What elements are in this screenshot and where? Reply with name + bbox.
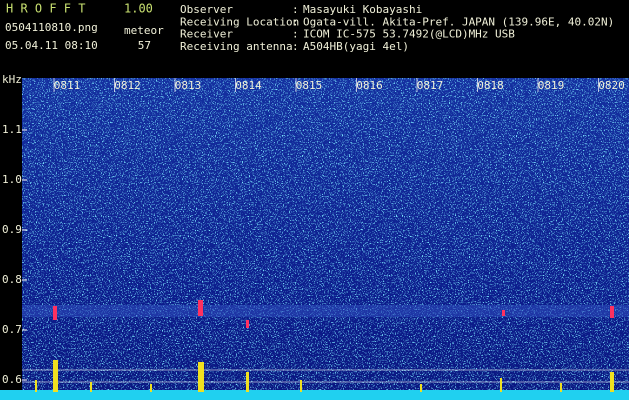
meteor-label: meteor	[124, 24, 164, 37]
y-label: 0.6	[2, 373, 22, 386]
info-label: Observer	[180, 3, 233, 16]
info-label: Receiving antenna	[180, 40, 293, 53]
x-label: 0818	[477, 79, 504, 92]
x-label: 0815	[296, 79, 323, 92]
info-separator: :	[292, 40, 299, 53]
y-label: 1.1	[2, 123, 22, 136]
info-separator: :	[292, 15, 299, 28]
meteor-spikes	[35, 360, 614, 392]
x-label: 0813	[175, 79, 202, 92]
meteor-echoes	[53, 300, 614, 328]
signal-band	[22, 305, 629, 317]
spectrogram-noise	[22, 78, 629, 400]
info-separator: :	[292, 28, 299, 41]
datetime: 05.04.11 08:10	[5, 39, 98, 52]
y-label: 0.9	[2, 223, 22, 236]
info-label: Receiving Location	[180, 15, 299, 28]
axis-unit: kHz	[2, 73, 22, 86]
x-label: 0811	[54, 79, 81, 92]
info-value: Masayuki Kobayashi	[303, 3, 422, 16]
x-label: 0816	[356, 79, 383, 92]
app-name: H R O F F T	[6, 2, 85, 16]
x-label: 0817	[417, 79, 444, 92]
baseline-band	[0, 390, 629, 400]
info-label: Receiver	[180, 28, 233, 41]
filename: 0504110810.png	[5, 21, 98, 34]
x-label: 0814	[235, 79, 262, 92]
x-label: 0819	[538, 79, 565, 92]
y-label: 0.7	[2, 323, 22, 336]
y-label: 1.0	[2, 173, 22, 186]
info-value: Ogata-vill. Akita-Pref. JAPAN (139.96E, …	[303, 15, 614, 28]
info-value: A504HB(yagi 4el)	[303, 40, 409, 53]
app-version: 1.00	[124, 2, 153, 16]
x-label: 0820	[598, 79, 625, 92]
header-bg	[0, 0, 629, 78]
info-separator: :	[292, 3, 299, 16]
info-value: ICOM IC-575 53.7492(@LCD)MHz USB	[303, 28, 515, 41]
y-label: 0.8	[2, 273, 22, 286]
meteor-count: 57	[138, 39, 151, 52]
x-label: 0812	[114, 79, 141, 92]
